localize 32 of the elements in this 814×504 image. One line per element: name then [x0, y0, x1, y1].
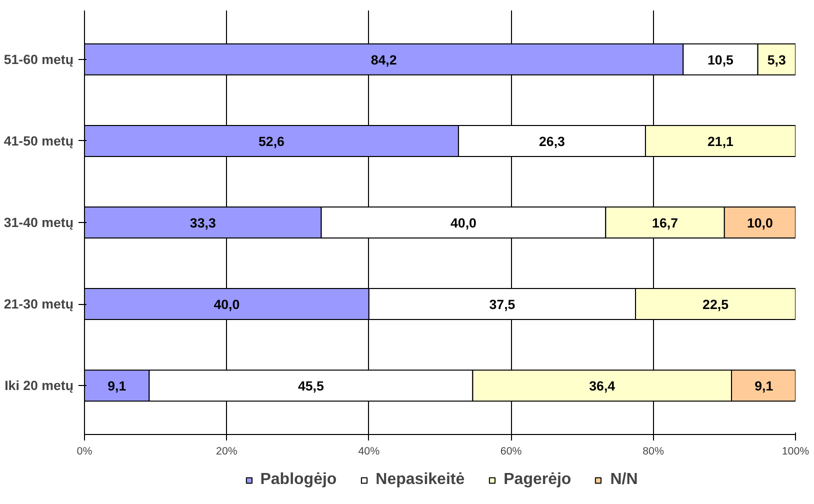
data-label: 37,5: [489, 297, 516, 312]
y-tick-label: 21-30 metų: [4, 296, 74, 312]
data-label: 16,7: [652, 216, 678, 230]
y-tick-label: Iki 20 metų: [4, 378, 74, 394]
data-label: 84,2: [370, 52, 397, 68]
data-label: 52,6: [258, 134, 284, 149]
data-label: 22,5: [702, 297, 730, 312]
data-label: 21,1: [708, 134, 734, 149]
data-label: 26,3: [539, 134, 565, 149]
data-label: 33,3: [190, 216, 216, 230]
legend-label: Pablogėjo: [260, 471, 337, 489]
x-tick-label: 80%: [642, 446, 664, 458]
x-tick-label: 0%: [76, 446, 93, 458]
legend-label: N/N: [610, 471, 638, 489]
data-label: 40,0: [214, 297, 240, 312]
data-label: 40,0: [450, 216, 476, 230]
x-tick-label: 40%: [358, 446, 380, 458]
y-tick-label: 31-40 metų: [4, 215, 74, 230]
legend-label: Nepasikeitė: [376, 471, 465, 489]
data-label: 10,5: [708, 52, 734, 68]
x-tick-label: 100%: [782, 446, 810, 458]
data-label: 45,5: [298, 378, 325, 394]
y-tick-label: 51-60 metų: [4, 52, 74, 67]
data-label: 10,0: [746, 216, 773, 230]
data-label: 36,4: [589, 378, 616, 394]
y-tick-label: 41-50 metų: [4, 133, 74, 148]
legend-label: Pagerėjo: [504, 471, 572, 489]
x-tick-label: 20%: [216, 446, 238, 458]
data-label: 9,1: [754, 378, 774, 394]
data-label: 9,1: [108, 378, 127, 394]
x-tick-label: 60%: [500, 446, 522, 458]
data-label: 5,3: [767, 52, 786, 68]
